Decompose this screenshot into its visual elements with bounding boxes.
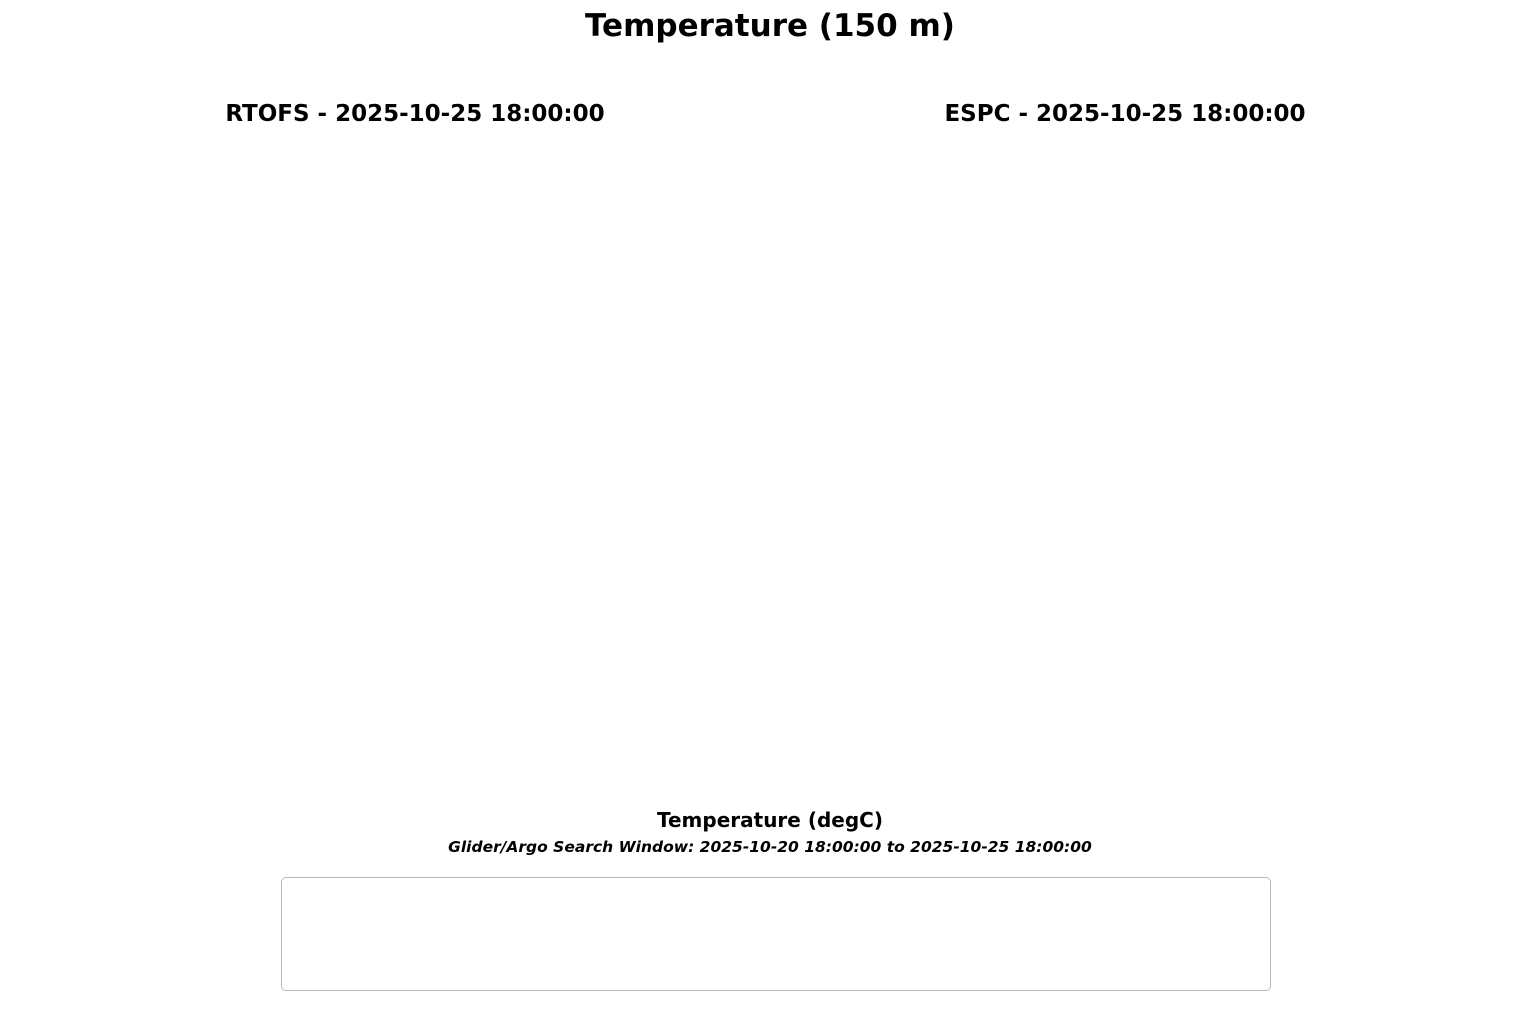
figure-title: Temperature (150 m) <box>585 8 955 44</box>
panel-title-rtofs: RTOFS - 2025-10-25 18:00:00 <box>225 101 605 127</box>
colorbar-label: Temperature (degC) <box>657 808 883 832</box>
legend-box <box>281 877 1271 991</box>
panel-title-espc: ESPC - 2025-10-25 18:00:00 <box>944 101 1306 127</box>
search-window-caption: Glider/Argo Search Window: 2025-10-20 18… <box>448 838 1092 856</box>
